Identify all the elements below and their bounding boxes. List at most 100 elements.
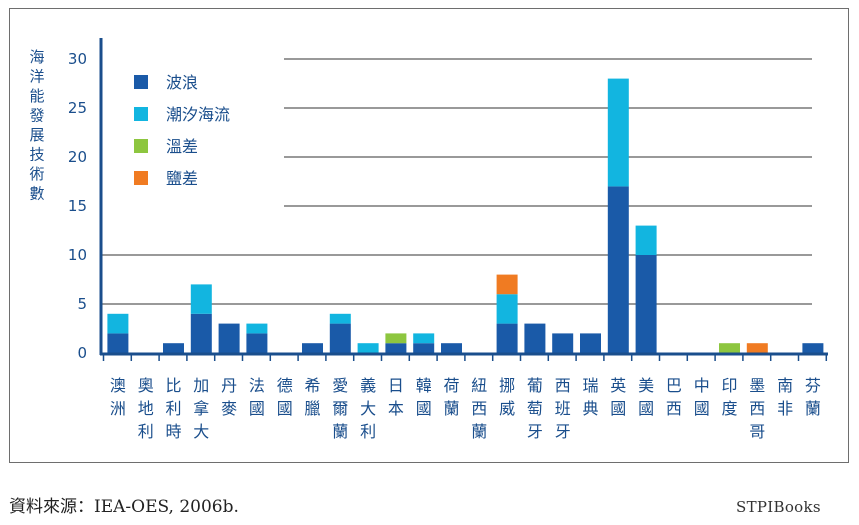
bar-segment (357, 343, 379, 353)
x-tick-label-char: 哥 (749, 422, 765, 441)
chart: 051015202530海洋能發展技術數澳洲奧地利比利時加拿大丹麥法國德國希臘愛… (29, 38, 828, 441)
x-tick-label-char: 國 (610, 399, 626, 418)
x-tick-label-char: 丹 (221, 376, 237, 395)
bar-segment (163, 343, 184, 353)
x-tick-label-char: 牙 (527, 422, 543, 441)
legend-label: 潮汐海流 (166, 105, 230, 124)
bar-segment (719, 343, 740, 353)
x-tick-label-char: 本 (388, 399, 404, 418)
x-tick-label-char: 義 (360, 376, 376, 395)
y-axis-label-char: 術 (29, 165, 44, 183)
x-tick-label-char: 瑞 (582, 376, 598, 395)
y-tick-label: 0 (77, 344, 87, 362)
legend-swatch (134, 107, 148, 121)
y-tick-label: 25 (68, 99, 87, 117)
x-tick-label-char: 利 (360, 422, 376, 441)
bar-segment (496, 274, 518, 295)
x-tick-label-char: 萄 (527, 399, 543, 418)
y-axis-label-char: 洋 (29, 68, 44, 86)
x-tick-label-char: 時 (165, 422, 181, 441)
y-tick-label: 10 (68, 246, 87, 264)
x-tick-label-char: 國 (277, 399, 293, 418)
y-axis-label-char: 海 (29, 48, 44, 66)
bar-segment (190, 284, 212, 314)
x-tick-label-char: 希 (304, 376, 320, 395)
x-tick-label-char: 牙 (555, 422, 571, 441)
bar-segment (635, 225, 657, 255)
x-tick-label-char: 西 (749, 399, 765, 418)
bar-segment (246, 333, 268, 353)
brand-mark: STPIBooks (736, 498, 821, 516)
x-tick-label-char: 挪 (499, 376, 515, 395)
bar-segment (329, 323, 351, 353)
y-axis-label-char: 能 (29, 87, 44, 105)
x-tick-label-char: 國 (638, 399, 654, 418)
x-tick-label-char: 澳 (110, 376, 126, 395)
x-tick-label-char: 國 (249, 399, 265, 418)
x-tick-label-char: 英 (610, 376, 626, 395)
bar-segment (607, 78, 629, 187)
bar-segment (746, 343, 768, 353)
x-tick-label-char: 大 (193, 422, 209, 441)
bar-segment (496, 294, 518, 324)
x-tick-label-char: 蘭 (471, 422, 487, 441)
bar-segment (802, 343, 824, 353)
y-tick-label: 15 (68, 197, 87, 215)
bar-segment (524, 323, 546, 353)
x-tick-label-char: 國 (694, 399, 710, 418)
bar-segment (496, 323, 518, 353)
x-tick-label-char: 愛 (332, 376, 348, 395)
x-tick-label-char: 德 (277, 376, 293, 395)
y-tick-label: 20 (68, 148, 87, 166)
x-tick-label-char: 墨 (749, 376, 765, 395)
x-tick-label-char: 荷 (443, 376, 459, 395)
chart-frame (9, 8, 849, 463)
x-tick-label-char: 典 (582, 399, 598, 418)
x-tick-label-char: 非 (777, 399, 793, 418)
x-tick-label-char: 利 (138, 422, 154, 441)
legend-swatch (134, 139, 148, 153)
legend-label: 鹽差 (166, 169, 198, 188)
bar-segment (385, 333, 407, 344)
x-tick-label-char: 法 (249, 376, 265, 395)
bar-segment (580, 333, 601, 353)
x-tick-label-char: 爾 (332, 399, 348, 418)
x-tick-label-char: 比 (165, 376, 181, 395)
bar-segment (441, 343, 462, 353)
bar-segment (107, 313, 129, 334)
x-tick-label-char: 利 (165, 399, 181, 418)
x-tick-label-char: 葡 (527, 376, 543, 395)
bar-segment (246, 323, 268, 334)
x-tick-label-char: 威 (499, 399, 515, 418)
y-tick-label: 5 (77, 295, 87, 313)
legend-swatch (134, 75, 148, 89)
x-tick-label-char: 臘 (304, 399, 320, 418)
x-tick-label-char: 奧 (138, 376, 154, 395)
x-tick-label-char: 加 (193, 376, 209, 395)
bar-segment (552, 333, 574, 353)
bar-segment (607, 186, 629, 353)
x-tick-label-char: 西 (666, 399, 682, 418)
bar-segment (107, 333, 129, 353)
legend-swatch (134, 171, 148, 185)
x-tick-label-char: 蘭 (332, 422, 348, 441)
source-note: 資料來源：IEA-OES, 2006b. (9, 497, 239, 517)
bar-segment (302, 343, 323, 353)
x-tick-label-char: 蘭 (443, 399, 459, 418)
x-tick-label-char: 芬 (805, 376, 821, 395)
y-axis-label-char: 數 (29, 185, 44, 203)
x-tick-label-char: 地 (138, 399, 154, 418)
x-tick-label-char: 洲 (110, 399, 126, 418)
x-tick-label-char: 班 (555, 399, 571, 418)
x-tick-label-char: 美 (638, 376, 654, 395)
bar-segment (413, 343, 435, 353)
x-tick-label-char: 大 (360, 399, 376, 418)
bar-segment (190, 313, 212, 353)
x-tick-label-char: 國 (416, 399, 432, 418)
x-tick-label-char: 南 (777, 376, 793, 395)
y-tick-label: 30 (68, 50, 87, 68)
x-tick-label-char: 度 (721, 399, 737, 418)
x-tick-label-char: 巴 (666, 376, 682, 395)
x-tick-label-char: 西 (471, 399, 487, 418)
x-tick-label-char: 紐 (471, 376, 487, 395)
